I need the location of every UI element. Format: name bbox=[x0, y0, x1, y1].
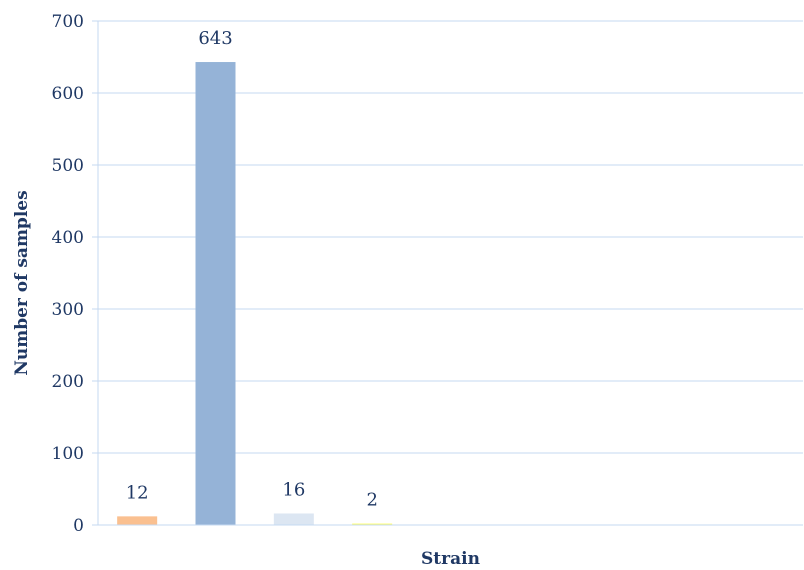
bar bbox=[117, 516, 158, 525]
bars bbox=[117, 62, 393, 525]
x-axis-title: Strain bbox=[421, 549, 480, 569]
y-tick-label: 400 bbox=[52, 228, 84, 248]
y-tick-label: 600 bbox=[52, 84, 84, 104]
bar-value-label: 2 bbox=[366, 490, 377, 511]
bar bbox=[195, 62, 236, 525]
y-axis-ticks: 0 100 200 300 400 500 600 700 bbox=[52, 12, 98, 536]
bar-value-label: 16 bbox=[282, 479, 305, 500]
bar-value-label: 643 bbox=[198, 28, 232, 49]
data-labels: 12 643 16 2 bbox=[126, 28, 378, 511]
y-tick-label: 100 bbox=[52, 444, 84, 464]
y-axis-title: Number of samples bbox=[12, 190, 32, 375]
y-tick-label: 0 bbox=[73, 516, 84, 536]
y-tick-label: 200 bbox=[52, 372, 84, 392]
bar bbox=[352, 523, 393, 525]
y-tick-label: 500 bbox=[52, 156, 84, 176]
bar-value-label: 12 bbox=[126, 482, 149, 503]
y-tick-label: 700 bbox=[52, 12, 84, 32]
y-tick-label: 300 bbox=[52, 300, 84, 320]
bar bbox=[273, 513, 314, 525]
